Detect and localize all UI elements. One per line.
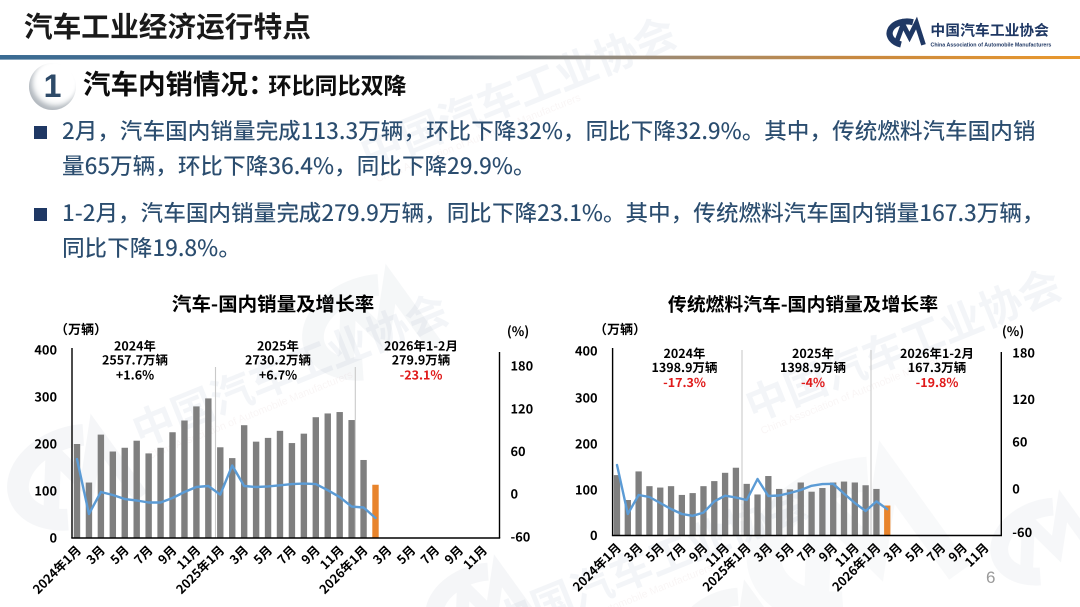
svg-text:0: 0 — [1012, 479, 1020, 498]
svg-text:100: 100 — [34, 481, 57, 500]
svg-text:400: 400 — [34, 340, 57, 359]
svg-text:汽车-国内销量及增长率: 汽车-国内销量及增长率 — [172, 288, 374, 317]
svg-text:+1.6%: +1.6% — [116, 365, 154, 384]
svg-text:+6.7%: +6.7% — [259, 365, 297, 384]
svg-text:0: 0 — [49, 528, 57, 547]
svg-text:2557.7万辆: 2557.7万辆 — [102, 350, 168, 369]
svg-text:中国汽车工业协会: 中国汽车工业协会 — [931, 19, 1050, 40]
svg-text:（万辆）: （万辆） — [55, 319, 107, 338]
svg-text:2026年1-2月: 2026年1-2月 — [900, 343, 974, 362]
svg-text:11月: 11月 — [960, 538, 993, 571]
svg-text:300: 300 — [575, 387, 598, 406]
svg-text:60: 60 — [511, 441, 526, 460]
svg-text:200: 200 — [575, 434, 598, 453]
svg-text:200: 200 — [34, 434, 57, 453]
svg-text:300: 300 — [34, 387, 57, 406]
svg-text:279.9万辆: 279.9万辆 — [392, 350, 451, 369]
svg-text:2025年: 2025年 — [792, 343, 834, 362]
svg-text:-4%: -4% — [801, 372, 825, 391]
svg-text:2024年: 2024年 — [114, 336, 156, 355]
svg-text:2024年1月: 2024年1月 — [568, 538, 625, 595]
svg-text:China Association of Automobil: China Association of Automobile Manufact… — [931, 40, 1052, 48]
svg-text:1398.9万辆: 1398.9万辆 — [780, 357, 846, 376]
svg-text:(%): (%) — [1002, 321, 1024, 340]
svg-text:-60: -60 — [511, 527, 531, 546]
svg-text:-17.3%: -17.3% — [663, 372, 706, 391]
svg-text:2024年1月: 2024年1月 — [28, 540, 85, 597]
svg-text:100: 100 — [575, 480, 598, 499]
svg-text:-23.1%: -23.1% — [400, 365, 443, 384]
svg-text:0: 0 — [511, 484, 519, 503]
svg-text:120: 120 — [511, 399, 534, 418]
svg-text:传统燃料汽车-国内销量及增长率: 传统燃料汽车-国内销量及增长率 — [668, 290, 938, 317]
svg-text:180: 180 — [1012, 343, 1035, 362]
svg-text:60: 60 — [1012, 432, 1027, 451]
svg-text:(%): (%) — [507, 321, 529, 340]
svg-text:400: 400 — [575, 341, 598, 360]
svg-text:180: 180 — [511, 356, 534, 375]
svg-text:2025年: 2025年 — [257, 336, 299, 355]
svg-text:11月: 11月 — [458, 540, 491, 573]
svg-text:0: 0 — [590, 525, 598, 544]
svg-text:1398.9万辆: 1398.9万辆 — [652, 357, 718, 376]
svg-text:-60: -60 — [1012, 522, 1032, 541]
svg-text:-19.8%: -19.8% — [916, 372, 959, 391]
svg-text:2730.2万辆: 2730.2万辆 — [245, 350, 311, 369]
svg-text:（万辆）: （万辆） — [594, 319, 646, 338]
svg-text:120: 120 — [1012, 389, 1035, 408]
svg-text:2026年1-2月: 2026年1-2月 — [384, 336, 458, 355]
svg-text:167.3万辆: 167.3万辆 — [908, 357, 967, 376]
svg-text:2024年: 2024年 — [663, 343, 705, 362]
